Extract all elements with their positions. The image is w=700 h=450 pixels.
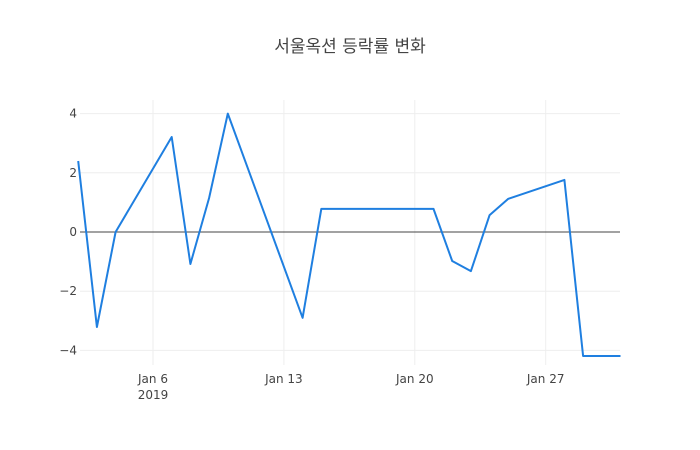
x-tick-label: Jan 27	[526, 372, 565, 386]
x-axis-ticks: Jan 6 2019 Jan 13 Jan 20 Jan 27	[137, 372, 564, 402]
x-tick-label: Jan 13	[264, 372, 303, 386]
x-tick-year: 2019	[138, 388, 169, 402]
y-axis-ticks: 4 2 0 −2 −4	[59, 107, 77, 358]
y-tick-label: 4	[69, 107, 77, 121]
y-tick-label: 2	[69, 166, 77, 180]
x-tick-label: Jan 6	[137, 372, 168, 386]
series-line	[77, 112, 621, 357]
x-tick-label: Jan 20	[395, 372, 434, 386]
y-tick-label: −2	[59, 284, 77, 298]
chart-title: 서울옥션 등락률 변화	[274, 37, 426, 57]
y-tick-label: 0	[69, 225, 77, 239]
y-tick-label: −4	[59, 343, 77, 357]
